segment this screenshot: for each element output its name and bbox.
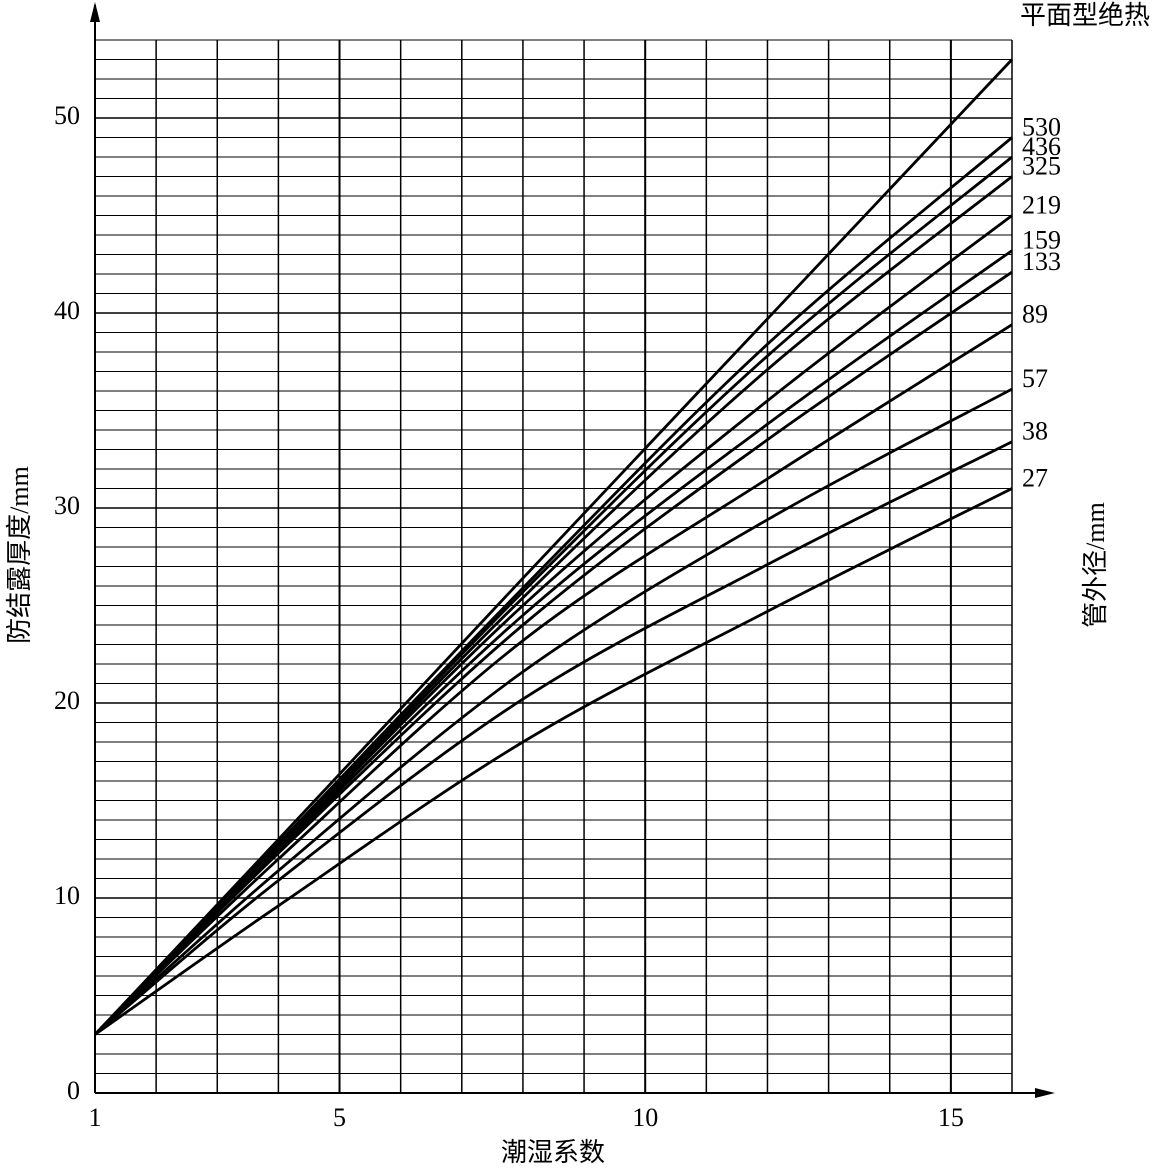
y-tick-label: 10 — [54, 881, 80, 910]
y-tick-label: 0 — [67, 1076, 80, 1105]
series-label: 38 — [1022, 417, 1048, 446]
series-line — [93, 58, 1014, 1036]
y-tick-label: 20 — [54, 686, 80, 715]
x-axis-arrow — [1035, 1088, 1055, 1098]
series-label: 159 — [1022, 226, 1061, 255]
series-axis-label: 管外径/mm — [1081, 502, 1110, 628]
x-tick-label: 15 — [938, 1103, 964, 1132]
y-axis-label: 防结露厚度/mm — [5, 466, 34, 644]
series-label: 27 — [1022, 463, 1048, 492]
x-tick-label: 10 — [632, 1103, 658, 1132]
series-line — [94, 270, 1013, 1036]
y-tick-label: 30 — [54, 491, 80, 520]
series-line — [94, 323, 1013, 1036]
series-label: 436 — [1022, 132, 1061, 161]
series-label: 325 — [1022, 151, 1061, 180]
x-tick-label: 5 — [333, 1103, 346, 1132]
series-label: 133 — [1022, 247, 1061, 276]
y-tick-label: 50 — [54, 101, 80, 130]
series-label: 平面型绝热 — [1020, 1, 1150, 30]
series-label: 89 — [1022, 300, 1048, 329]
x-tick-label: 1 — [89, 1103, 102, 1132]
series-label: 530 — [1022, 112, 1061, 141]
y-axis-arrow — [90, 2, 100, 22]
y-tick-label: 40 — [54, 296, 80, 325]
series-line — [94, 387, 1013, 1036]
series-label: 57 — [1022, 364, 1048, 393]
series-line — [94, 440, 1013, 1036]
series-line — [94, 487, 1013, 1036]
series-label: 219 — [1022, 190, 1061, 219]
x-axis-label: 潮湿系数 — [501, 1138, 605, 1167]
